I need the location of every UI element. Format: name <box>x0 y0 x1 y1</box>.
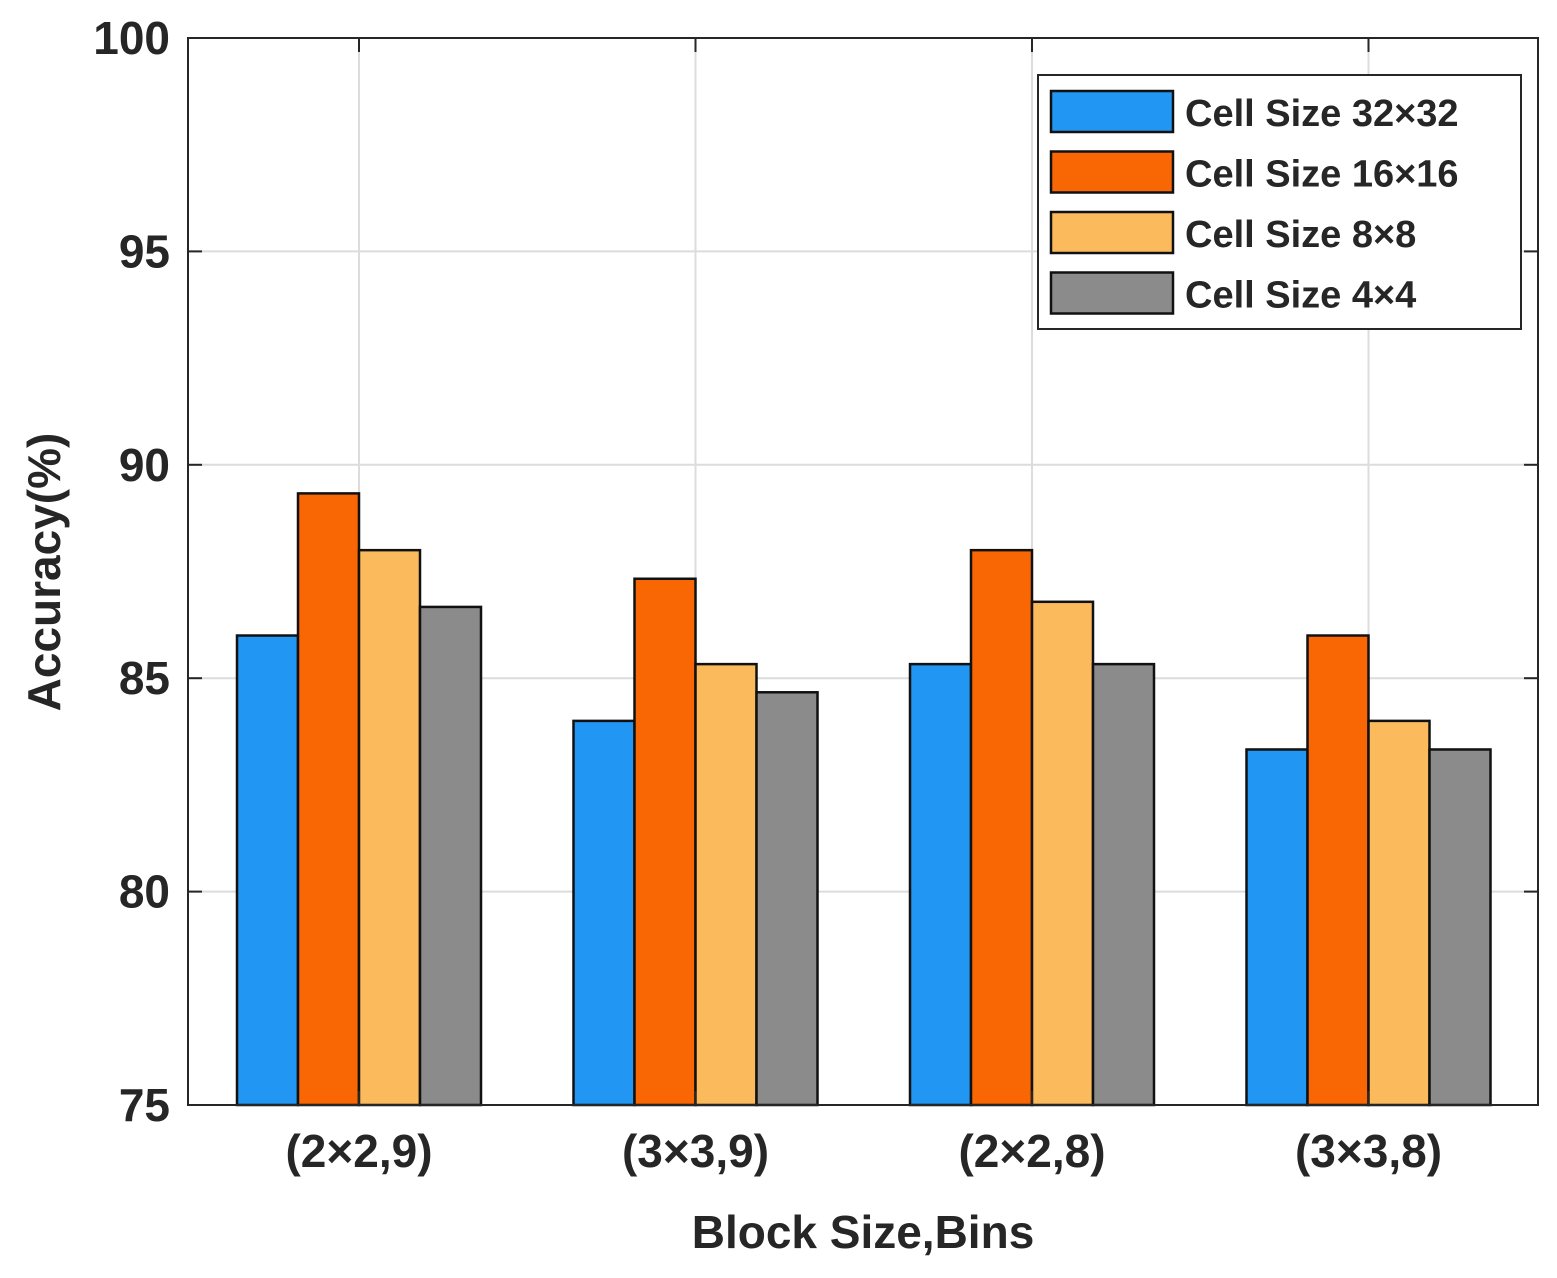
bar-1-0[interactable] <box>296 492 361 1107</box>
bar-3-2[interactable] <box>1091 662 1156 1107</box>
bar-2-3[interactable] <box>1367 719 1431 1107</box>
bar-1-3[interactable] <box>1306 634 1370 1107</box>
y-tick-label: 85 <box>119 652 170 704</box>
bar-2-0[interactable] <box>357 548 422 1107</box>
x-axis-title: Block Size,Bins <box>692 1206 1035 1258</box>
legend-swatch <box>1049 271 1175 315</box>
legend-swatch <box>1049 89 1175 134</box>
y-axis-title: Accuracy(%) <box>18 433 70 712</box>
bar-3-3[interactable] <box>1428 748 1492 1107</box>
bar-0-3[interactable] <box>1245 748 1309 1107</box>
bar-0-1[interactable] <box>572 719 636 1107</box>
legend-label: Cell Size 8×8 <box>1185 214 1416 256</box>
bar-1-1[interactable] <box>633 577 697 1107</box>
ticks-layer <box>188 37 1538 1106</box>
bar-0-0[interactable] <box>235 634 300 1107</box>
bar-3-1[interactable] <box>755 691 819 1107</box>
legend-label: Cell Size 32×32 <box>1185 93 1459 135</box>
legend-label: Cell Size 4×4 <box>1185 275 1416 317</box>
x-tick-label: (3×3,8) <box>1295 1125 1442 1177</box>
bar-3-0[interactable] <box>418 605 483 1107</box>
legend-swatch <box>1049 150 1175 194</box>
x-tick-label: (2×2,9) <box>285 1125 432 1177</box>
bar-2-2[interactable] <box>1030 600 1095 1107</box>
bar-0-2[interactable] <box>908 662 973 1107</box>
y-tick-label: 90 <box>119 439 170 491</box>
plot-frame <box>187 37 1539 1106</box>
bars-layer <box>235 492 1492 1107</box>
legend[interactable]: Cell Size 32×32 Cell Size 16×16 Cell Size … <box>1037 74 1522 330</box>
legend-swatch <box>1049 210 1175 255</box>
x-tick-label: (2×2,8) <box>958 1125 1105 1177</box>
y-tick-label: 80 <box>119 866 170 918</box>
labels-layer: 75 80 85 90 95 100 (2×2,9) (3×3,9) (2×2,8) (3×3,8… <box>93 12 1442 1177</box>
legend-items: Cell Size 32×32 Cell Size 16×16 Cell Size … <box>1049 89 1459 317</box>
y-tick-label: 75 <box>119 1079 170 1131</box>
bar-1-2[interactable] <box>969 548 1034 1107</box>
y-tick-label: 95 <box>119 225 170 277</box>
y-tick-label: 100 <box>93 12 170 64</box>
bar-2-1[interactable] <box>694 662 758 1107</box>
legend-label: Cell Size 16×16 <box>1185 154 1459 196</box>
x-tick-label: (3×3,9) <box>622 1125 769 1177</box>
